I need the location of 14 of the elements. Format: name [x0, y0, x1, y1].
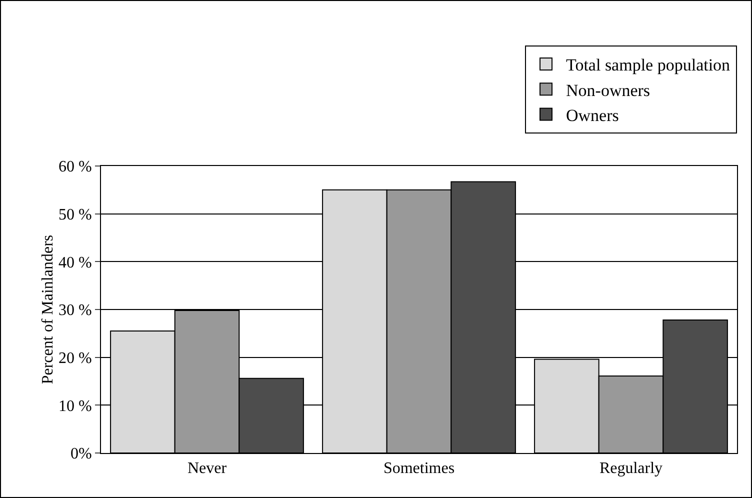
x-tick-label: Sometimes — [383, 460, 455, 478]
x-tick-label: Regularly — [599, 460, 663, 478]
legend-label: Total sample population — [566, 56, 731, 75]
y-tick-label: 10 % — [58, 398, 92, 415]
y-axis-title: Percent of Mainlanders — [39, 234, 56, 384]
y-tick-label: 50 % — [58, 206, 92, 224]
legend-label: Non-owners — [566, 80, 650, 100]
y-tick-label: 0% — [70, 446, 92, 463]
y-tick-label: 40 % — [58, 254, 92, 272]
y-tick-label: 60 % — [58, 158, 92, 176]
x-tick-label: Never — [187, 460, 228, 478]
legend-label: Owners — [566, 106, 619, 125]
y-tick-label: 30 % — [58, 302, 92, 320]
y-tick-label: 20 % — [58, 350, 92, 367]
